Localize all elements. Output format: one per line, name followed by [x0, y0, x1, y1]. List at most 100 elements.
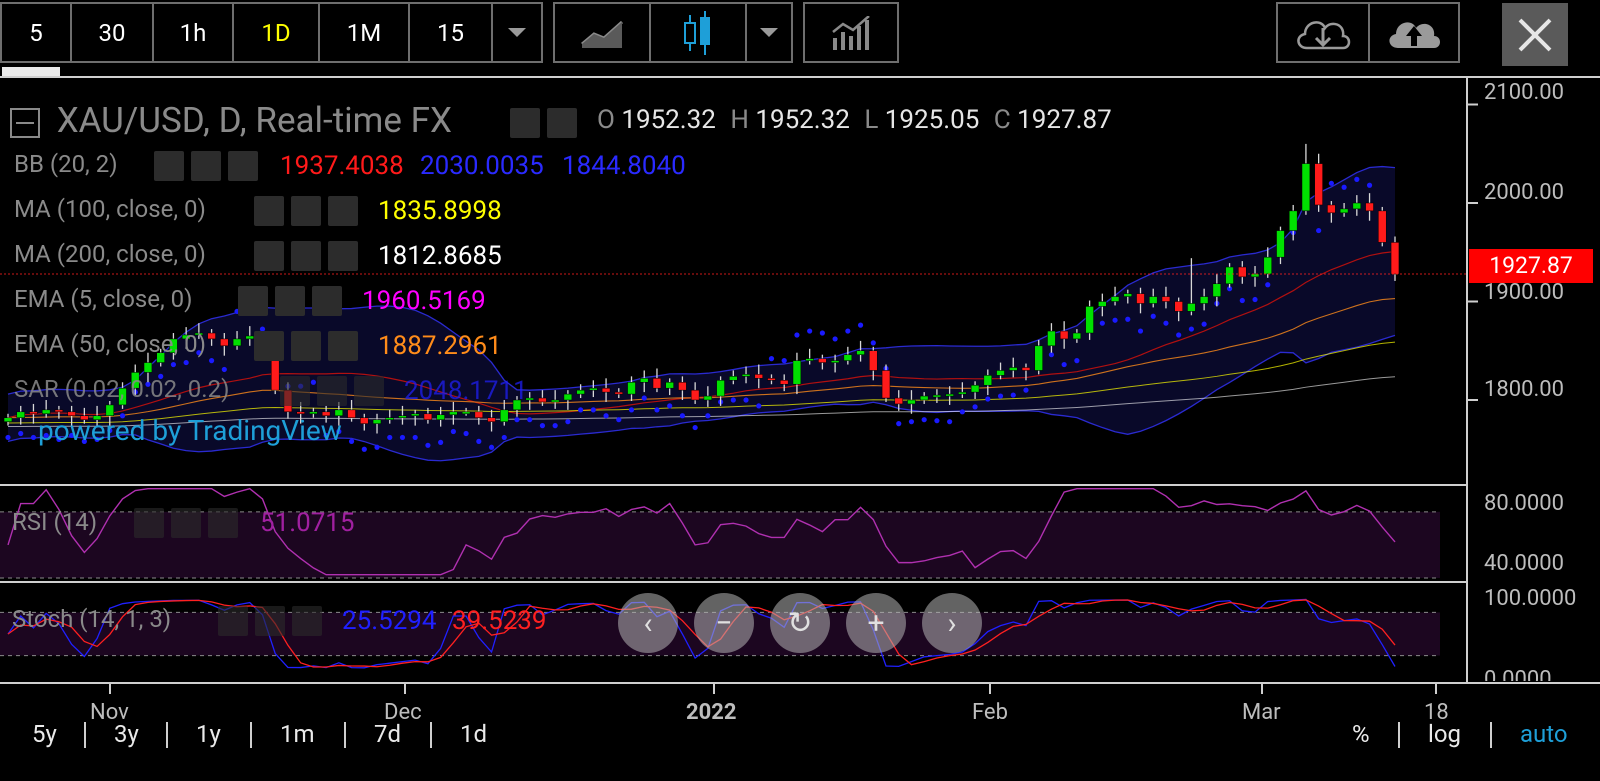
sar-point — [119, 413, 126, 419]
candle-body — [601, 387, 611, 393]
gear-icon[interactable] — [171, 508, 201, 538]
low-label: L — [864, 105, 879, 135]
candle-body — [245, 335, 254, 340]
sar-point — [705, 413, 711, 419]
range-7d[interactable]: 7d — [374, 720, 402, 748]
sar-point — [221, 366, 227, 373]
close-icon[interactable] — [228, 151, 258, 181]
range-3y[interactable]: 3y — [114, 720, 139, 748]
sar-point — [1316, 227, 1322, 234]
line-chart-button[interactable] — [555, 4, 651, 61]
candle-body — [67, 411, 76, 417]
interval-5[interactable]: 5 — [2, 4, 72, 61]
close-button[interactable] — [1502, 3, 1568, 66]
close-icon[interactable] — [328, 241, 358, 271]
eye-icon[interactable] — [510, 108, 540, 138]
candle-body — [538, 397, 547, 403]
ohlc-values: O 1952.32 H 1952.32 L 1925.05 C 1927.87 — [597, 105, 1112, 135]
candle-body — [729, 376, 738, 381]
range-1m[interactable]: 1m — [280, 720, 315, 748]
sar-point — [565, 419, 571, 425]
zoom-out-button[interactable]: − — [694, 593, 754, 653]
scroll-right-button[interactable]: › — [922, 593, 982, 653]
sar-point — [43, 432, 49, 439]
candle-body — [1161, 296, 1171, 302]
range-1y[interactable]: 1y — [196, 720, 221, 748]
chart-type-toolbar — [553, 2, 793, 63]
eye-icon[interactable] — [254, 331, 284, 361]
sar-point — [807, 328, 813, 334]
eye-icon[interactable] — [254, 241, 284, 271]
pane-separator — [0, 581, 1468, 583]
indicators-button[interactable] — [805, 4, 897, 61]
candle-body — [512, 399, 522, 411]
candle-body — [1123, 293, 1132, 297]
tradingview-link[interactable]: powered by TradingView — [38, 414, 342, 447]
open-label: O — [597, 105, 615, 135]
eye-icon[interactable] — [254, 196, 284, 226]
candle-body — [1085, 306, 1094, 334]
save-layout-button[interactable] — [1370, 4, 1458, 61]
sar-point — [590, 407, 596, 413]
interval-30[interactable]: 30 — [72, 4, 154, 61]
interval-1d[interactable]: 1D — [234, 4, 320, 61]
candle-body — [105, 404, 114, 417]
auto-scale-toggle[interactable]: auto — [1520, 720, 1568, 748]
candle-body — [207, 332, 216, 340]
eye-icon[interactable] — [238, 286, 268, 316]
gear-icon[interactable] — [291, 241, 321, 271]
ema50-value: 1887.2961 — [378, 331, 502, 361]
candle-body — [449, 411, 458, 416]
bb-upper-value: 2030.0035 — [420, 151, 544, 181]
candle-body — [894, 397, 903, 405]
percent-scale-toggle[interactable]: % — [1352, 720, 1370, 748]
load-layout-button[interactable] — [1278, 4, 1370, 61]
bb-lower-value: 1844.8040 — [562, 151, 686, 181]
ma200-value: 1812.8685 — [378, 241, 502, 271]
candle-body — [1212, 283, 1222, 297]
pane-tab-marker[interactable] — [2, 67, 60, 77]
candlestick-chart-button[interactable] — [651, 4, 747, 61]
gear-icon[interactable] — [317, 376, 347, 406]
candle-body — [1009, 367, 1018, 371]
reset-chart-button[interactable]: ↻ — [770, 593, 830, 653]
gear-icon[interactable] — [191, 151, 221, 181]
scroll-left-button[interactable]: ‹ — [618, 593, 678, 653]
chart-type-dropdown-button[interactable] — [747, 4, 791, 61]
eye-icon[interactable] — [134, 508, 164, 538]
interval-1h[interactable]: 1h — [154, 4, 234, 61]
close-icon[interactable] — [354, 376, 384, 406]
candle-body — [232, 338, 242, 347]
interval-dropdown-button[interactable] — [493, 4, 541, 61]
gear-icon[interactable] — [255, 606, 285, 636]
candle-body — [372, 419, 382, 424]
time-label-2022: 2022 — [686, 700, 737, 725]
close-icon[interactable] — [312, 286, 342, 316]
candle-body — [780, 380, 789, 385]
range-1d[interactable]: 1d — [460, 720, 488, 748]
candle-body — [118, 387, 127, 406]
gear-icon[interactable] — [275, 286, 305, 316]
close-icon[interactable] — [328, 196, 358, 226]
time-label-18: 18 — [1424, 700, 1449, 725]
interval-1m[interactable]: 1M — [320, 4, 410, 61]
sar-point — [997, 393, 1004, 399]
range-5y[interactable]: 5y — [32, 720, 57, 748]
gear-icon[interactable] — [547, 108, 577, 138]
gear-icon[interactable] — [291, 196, 321, 226]
log-scale-toggle[interactable]: log — [1428, 720, 1461, 748]
zoom-in-button[interactable]: + — [846, 593, 906, 653]
gear-icon[interactable] — [291, 331, 321, 361]
close-icon[interactable] — [292, 606, 322, 636]
collapse-icon[interactable] — [10, 107, 40, 138]
sar-point — [425, 442, 431, 448]
close-icon[interactable] — [328, 331, 358, 361]
eye-icon[interactable] — [280, 376, 310, 406]
chevron-down-icon — [760, 27, 778, 37]
eye-icon[interactable] — [218, 606, 248, 636]
interval-15[interactable]: 15 — [410, 4, 493, 61]
candle-body — [461, 411, 471, 415]
eye-icon[interactable] — [154, 151, 184, 181]
close-icon[interactable] — [208, 508, 238, 538]
sar-point — [208, 358, 215, 364]
